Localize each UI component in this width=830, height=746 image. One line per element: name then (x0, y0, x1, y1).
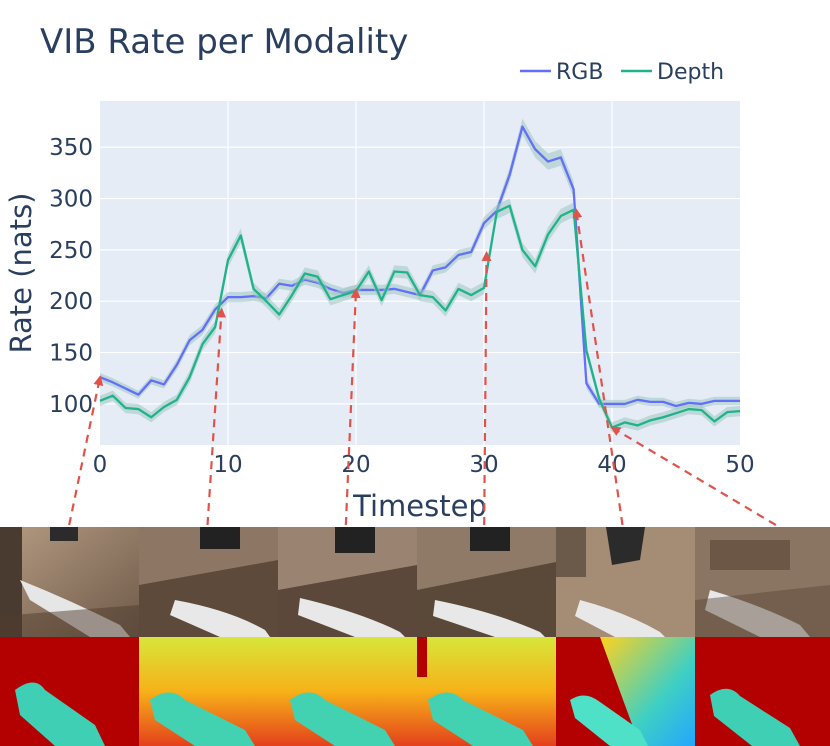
annotation-arrow (68, 375, 104, 526)
y-tick-label: 150 (49, 341, 93, 367)
x-tick-label: 40 (597, 452, 626, 478)
depth-image-strip (0, 637, 830, 746)
annotation-arrow (344, 287, 361, 526)
annotation-arrow (481, 250, 492, 526)
depth-frame-5 (556, 637, 695, 746)
depth-frame-3 (278, 637, 417, 746)
y-tick-label: 350 (49, 135, 93, 161)
x-tick-label: 20 (341, 452, 370, 478)
series-band-depth (100, 198, 740, 433)
x-tick-label: 0 (93, 452, 108, 478)
x-axis-ticks: 01020304050 (93, 452, 755, 478)
rgb-frame-5 (556, 527, 695, 637)
rgb-frame-6 (695, 527, 830, 637)
y-axis-ticks: 100 150 200 250 300 350 (49, 135, 93, 418)
annotation-arrow (572, 207, 624, 526)
annotation-arrow (610, 426, 777, 526)
rgb-frame-4 (417, 527, 556, 637)
series-band-rgb (100, 118, 740, 411)
x-tick-label: 10 (213, 452, 242, 478)
x-axis-title: Timestep (352, 489, 487, 523)
y-tick-label: 300 (49, 187, 93, 213)
depth-frame-1 (0, 637, 139, 746)
y-tick-label: 250 (49, 238, 93, 264)
rgb-frame-2 (139, 527, 278, 637)
series-line-depth (99, 204, 741, 429)
legend[interactable]: RGB Depth (520, 60, 724, 85)
y-tick-label: 100 (49, 392, 93, 418)
y-tick-label: 200 (49, 289, 93, 315)
annotation-arrows (68, 207, 777, 526)
plot-background (100, 101, 740, 445)
depth-frame-4 (417, 637, 556, 746)
rgb-frame-3 (278, 527, 417, 637)
chart-title: VIB Rate per Modality (40, 22, 408, 62)
depth-frame-6 (695, 637, 830, 746)
y-axis-title: Rate (nats) (4, 193, 38, 354)
x-tick-label: 50 (725, 452, 754, 478)
legend-label-depth: Depth (657, 60, 724, 85)
depth-frame-2 (139, 637, 278, 746)
legend-label-rgb: RGB (556, 60, 603, 85)
series-layer (99, 118, 741, 433)
rgb-frame-1 (0, 527, 139, 637)
rgb-image-strip (0, 527, 830, 637)
